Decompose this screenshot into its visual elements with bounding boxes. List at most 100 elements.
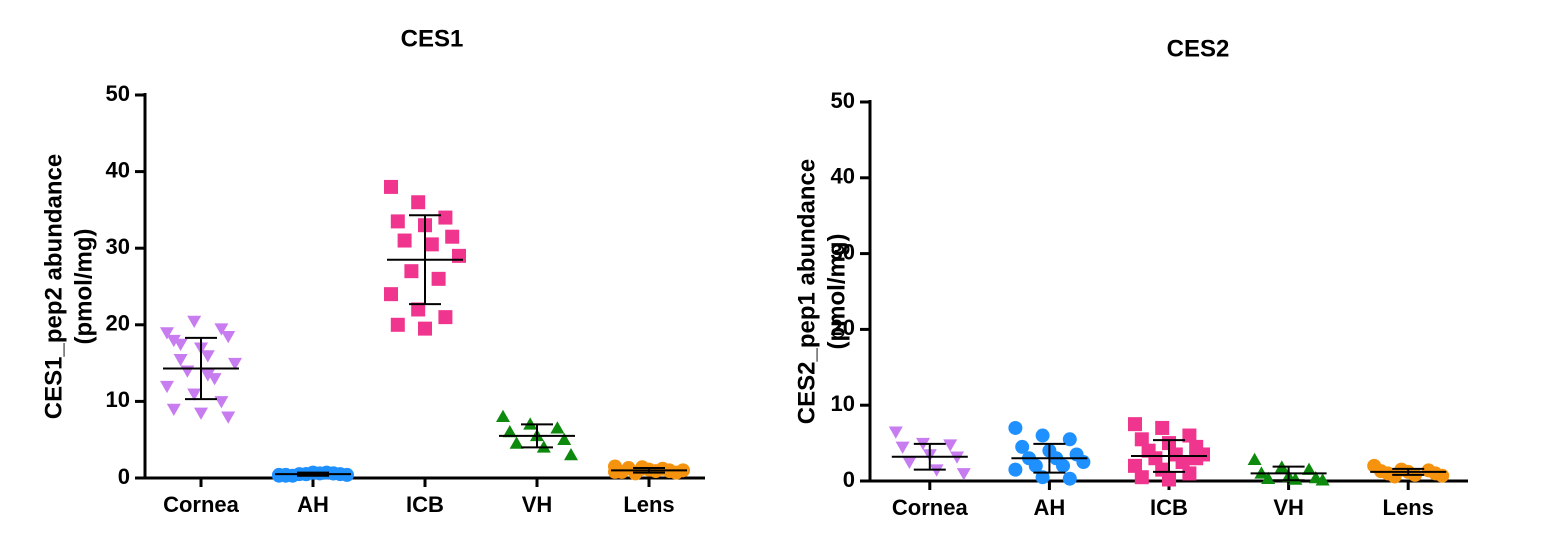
data-point	[1062, 432, 1077, 447]
data-point	[221, 331, 236, 344]
data-point	[411, 302, 426, 317]
chart-title: CES2	[1167, 35, 1230, 62]
data-point	[424, 237, 439, 252]
data-point	[1387, 469, 1402, 484]
data-point	[166, 334, 181, 348]
data-point	[200, 369, 215, 382]
data-point	[1175, 455, 1190, 470]
x-tick-label: ICB	[406, 492, 444, 517]
data-point	[1056, 458, 1070, 473]
data-point	[550, 421, 565, 434]
data-point	[173, 354, 188, 367]
data-point	[1035, 470, 1050, 485]
data-point	[1302, 462, 1316, 475]
error-bar	[1272, 465, 1305, 482]
data-point	[1315, 473, 1330, 486]
data-point	[1148, 451, 1163, 466]
x-tick-label: Lens	[623, 492, 674, 517]
y-tick-label: 20	[106, 311, 130, 336]
y-tick-label: 50	[831, 88, 855, 113]
data-point	[608, 464, 622, 479]
data-point	[221, 411, 236, 424]
y-tick-label: 40	[831, 164, 855, 189]
data-point	[502, 425, 517, 438]
data-point	[1015, 439, 1030, 454]
error-bar	[913, 442, 946, 471]
y-axis-label-line: (pmol/mg)	[823, 234, 850, 350]
chart-title: CES1	[401, 25, 464, 52]
data-point	[509, 436, 524, 449]
y-tick-label: 20	[831, 315, 855, 340]
data-point	[1288, 472, 1303, 485]
y-tick-label: 40	[106, 157, 130, 182]
data-point	[452, 248, 466, 263]
data-point	[895, 441, 910, 454]
y-axis-label: CES1_pep2 abundance (pmol/mg)	[40, 154, 97, 419]
data-point	[1134, 470, 1149, 485]
data-point	[278, 468, 293, 483]
data-point	[384, 179, 398, 194]
data-point	[438, 210, 453, 225]
error-bar	[185, 336, 217, 401]
y-axis-label-line: CES2_pep1 abundance	[793, 159, 820, 424]
y-axis-label-line: (pmol/mg)	[70, 229, 97, 345]
data-point	[557, 432, 572, 445]
y-tick-label: 0	[118, 464, 130, 489]
data-point	[1247, 452, 1262, 466]
data-point	[207, 373, 222, 386]
data-point	[438, 310, 453, 325]
data-point	[1155, 420, 1170, 435]
error-bar	[1392, 467, 1425, 476]
data-point	[1035, 428, 1050, 443]
x-tick-label: Lens	[1383, 495, 1434, 520]
x-tick-label: AH	[297, 492, 329, 517]
data-point	[1008, 420, 1023, 435]
y-axis-label-line: CES1_pep2 abundance	[40, 154, 67, 419]
error-bar	[521, 423, 553, 449]
data-point	[943, 439, 958, 452]
error-bar	[1153, 439, 1185, 473]
data-point	[390, 317, 405, 332]
data-point	[1182, 466, 1197, 481]
y-tick-label: 50	[106, 81, 130, 106]
data-point	[1028, 458, 1043, 473]
x-tick-label: AH	[1034, 495, 1066, 520]
data-point	[496, 409, 510, 422]
data-point	[1162, 472, 1176, 487]
data-point	[1435, 468, 1450, 483]
data-point	[1134, 432, 1149, 447]
data-point	[1062, 471, 1077, 486]
data-point	[200, 350, 215, 363]
data-point	[180, 365, 195, 378]
data-point	[1076, 455, 1091, 470]
error-bar	[409, 214, 441, 306]
data-point	[228, 357, 242, 371]
data-point	[956, 468, 971, 481]
data-point	[404, 264, 419, 279]
error-bar	[1033, 442, 1066, 474]
data-point	[418, 321, 432, 336]
x-tick-label: Cornea	[892, 495, 969, 520]
data-point	[194, 407, 208, 420]
y-tick-label: 0	[843, 467, 855, 492]
data-point	[397, 233, 412, 248]
error-bar	[297, 471, 329, 477]
data-point	[1182, 428, 1197, 443]
data-point	[1261, 471, 1276, 484]
data-point	[431, 271, 446, 286]
y-tick-label: 30	[831, 239, 855, 264]
data-point	[1128, 458, 1142, 473]
data-point	[445, 229, 460, 244]
data-point	[384, 287, 398, 302]
data-point	[1128, 417, 1142, 432]
data-point	[214, 323, 229, 336]
data-point	[1189, 451, 1204, 466]
data-point	[411, 195, 426, 210]
x-tick-label: ICB	[1150, 495, 1188, 520]
x-tick-label: VH	[522, 492, 553, 517]
y-axis-label: CES2_pep1 abundance (pmol/mg)	[793, 159, 850, 424]
error-bar	[633, 467, 665, 474]
data-point	[187, 388, 202, 401]
x-tick-label: Cornea	[163, 492, 240, 517]
